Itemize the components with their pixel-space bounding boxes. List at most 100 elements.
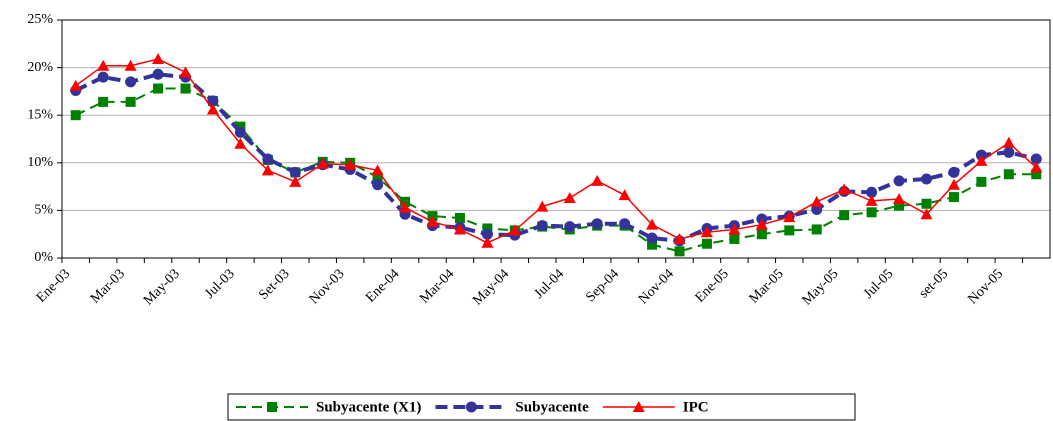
- marker: [948, 166, 960, 178]
- y-tick-label: 5%: [34, 203, 53, 218]
- y-tick-label: 20%: [27, 60, 53, 75]
- marker: [69, 79, 82, 91]
- marker: [1003, 169, 1014, 180]
- marker: [70, 110, 81, 121]
- marker: [1030, 153, 1042, 165]
- marker: [811, 224, 822, 235]
- x-tick-label: Mar-04: [417, 266, 457, 306]
- marker: [97, 59, 110, 71]
- x-tick-label: Ene-03: [34, 266, 73, 305]
- x-tick-label: Nov-05: [965, 266, 1006, 307]
- marker: [465, 401, 477, 413]
- marker: [673, 232, 686, 244]
- legend-label: Subyacente (X1): [316, 399, 421, 415]
- y-tick-label: 0%: [34, 250, 53, 265]
- marker: [1002, 136, 1015, 148]
- marker: [646, 232, 658, 244]
- marker: [426, 215, 439, 227]
- x-tick-label: Ene-05: [693, 266, 732, 305]
- marker: [453, 223, 466, 235]
- legend-label: Subyacente: [515, 399, 589, 415]
- marker: [152, 68, 164, 80]
- series-line: [75, 58, 1037, 244]
- legend: Subyacente (X1) Subyacente IPC: [227, 393, 856, 421]
- marker: [481, 228, 493, 240]
- marker: [838, 183, 851, 195]
- x-tick-label: Sep-04: [583, 266, 622, 305]
- marker: [371, 164, 384, 176]
- x-tick-label: Set-03: [256, 266, 292, 302]
- marker: [647, 239, 658, 250]
- x-tick-label: May-03: [141, 266, 183, 308]
- x-tick-label: Jul-03: [202, 266, 237, 301]
- plot-area: [61, 19, 1051, 259]
- x-tick-label: Mar-03: [88, 266, 128, 306]
- y-tick-label: 15%: [27, 107, 53, 122]
- marker: [756, 229, 767, 240]
- marker: [152, 53, 165, 65]
- marker: [893, 192, 906, 204]
- marker: [865, 194, 878, 206]
- marker: [975, 154, 988, 166]
- marker: [482, 223, 493, 234]
- marker: [234, 126, 246, 138]
- marker: [810, 195, 823, 207]
- x-tick-label: Nov-04: [636, 266, 677, 307]
- marker: [261, 164, 274, 176]
- marker: [454, 213, 465, 224]
- x-tick-label: set-05: [917, 266, 952, 301]
- marker: [728, 223, 741, 235]
- marker: [866, 207, 877, 218]
- y-tick-label: 10%: [27, 155, 53, 170]
- x-tick-label: May-04: [470, 266, 512, 308]
- marker: [536, 220, 548, 232]
- marker: [632, 401, 645, 412]
- x-tick-label: Jul-05: [861, 266, 896, 301]
- marker: [920, 208, 933, 220]
- marker: [234, 137, 247, 149]
- marker: [97, 71, 109, 83]
- marker: [262, 153, 274, 165]
- marker: [179, 66, 192, 78]
- marker: [124, 59, 137, 71]
- marker: [947, 178, 960, 190]
- marker: [206, 103, 219, 115]
- marker: [372, 172, 383, 183]
- marker: [784, 225, 795, 236]
- x-tick-label: Mar-05: [747, 266, 787, 306]
- y-tick-label: 25%: [27, 12, 53, 27]
- marker: [894, 200, 905, 211]
- marker: [235, 121, 246, 132]
- marker: [701, 238, 712, 249]
- legend-box: [227, 393, 856, 421]
- marker: [839, 210, 850, 221]
- marker: [591, 218, 603, 230]
- series-line: [74, 72, 1037, 243]
- marker: [563, 192, 576, 204]
- x-tick-label: May-05: [800, 266, 842, 308]
- marker: [508, 224, 521, 236]
- marker: [316, 157, 329, 169]
- marker: [372, 179, 384, 191]
- marker: [921, 173, 932, 185]
- marker: [267, 402, 277, 412]
- marker: [1003, 146, 1015, 158]
- marker: [289, 166, 301, 178]
- marker: [921, 198, 932, 209]
- marker: [153, 83, 164, 94]
- marker: [729, 233, 740, 244]
- marker: [976, 176, 987, 187]
- marker: [618, 189, 631, 201]
- marker: [125, 96, 136, 107]
- marker: [207, 95, 219, 107]
- marker: [1030, 161, 1043, 173]
- marker: [399, 201, 412, 213]
- marker: [564, 221, 576, 233]
- marker: [755, 218, 768, 230]
- marker: [98, 96, 109, 107]
- marker: [1031, 169, 1042, 180]
- marker: [866, 186, 878, 198]
- marker: [591, 174, 604, 186]
